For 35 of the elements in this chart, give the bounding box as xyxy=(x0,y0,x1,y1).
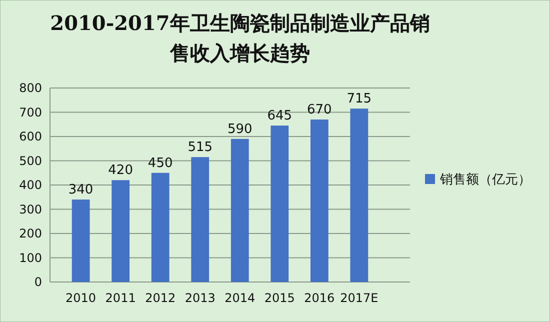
bar xyxy=(151,172,170,282)
bar xyxy=(191,157,210,282)
x-tick-label: 2015 xyxy=(264,291,295,305)
x-tick-label: 2017E xyxy=(340,291,378,305)
x-tick-label: 2013 xyxy=(184,291,216,305)
x-tick-label: 2010 xyxy=(66,291,96,305)
y-tick-label: 800 xyxy=(19,81,42,96)
bar xyxy=(310,120,328,282)
legend-label: 销售额（亿元） xyxy=(439,172,531,188)
data-label: 340 xyxy=(68,182,94,198)
bar xyxy=(112,180,130,282)
x-tick-label: 2011 xyxy=(105,291,136,305)
x-tick-label: 2016 xyxy=(304,291,335,305)
data-label: 645 xyxy=(267,108,292,124)
data-label: 515 xyxy=(188,140,213,156)
chart-title: 2010-2017年卫生陶瓷制品制造业产品销售收入增长趋势 xyxy=(50,10,430,67)
y-tick-label: 100 xyxy=(19,250,42,265)
data-label: 715 xyxy=(346,92,372,107)
data-label: 450 xyxy=(148,156,173,171)
bar xyxy=(270,126,289,282)
data-label: 420 xyxy=(108,163,133,178)
y-tick-label: 500 xyxy=(19,154,42,168)
bar xyxy=(230,138,249,282)
x-tick-label: 2014 xyxy=(224,291,256,305)
y-tick-label: 300 xyxy=(19,202,42,216)
bar xyxy=(350,108,368,282)
y-tick-label: 200 xyxy=(19,226,42,241)
x-tick-label: 2012 xyxy=(145,291,176,305)
data-label: 590 xyxy=(227,122,252,137)
bar xyxy=(72,200,90,282)
y-tick-label: 600 xyxy=(19,130,42,144)
data-label: 670 xyxy=(307,102,332,118)
y-tick-label: 400 xyxy=(19,178,42,192)
y-tick-label: 0 xyxy=(34,275,42,290)
y-tick-label: 700 xyxy=(19,105,42,120)
